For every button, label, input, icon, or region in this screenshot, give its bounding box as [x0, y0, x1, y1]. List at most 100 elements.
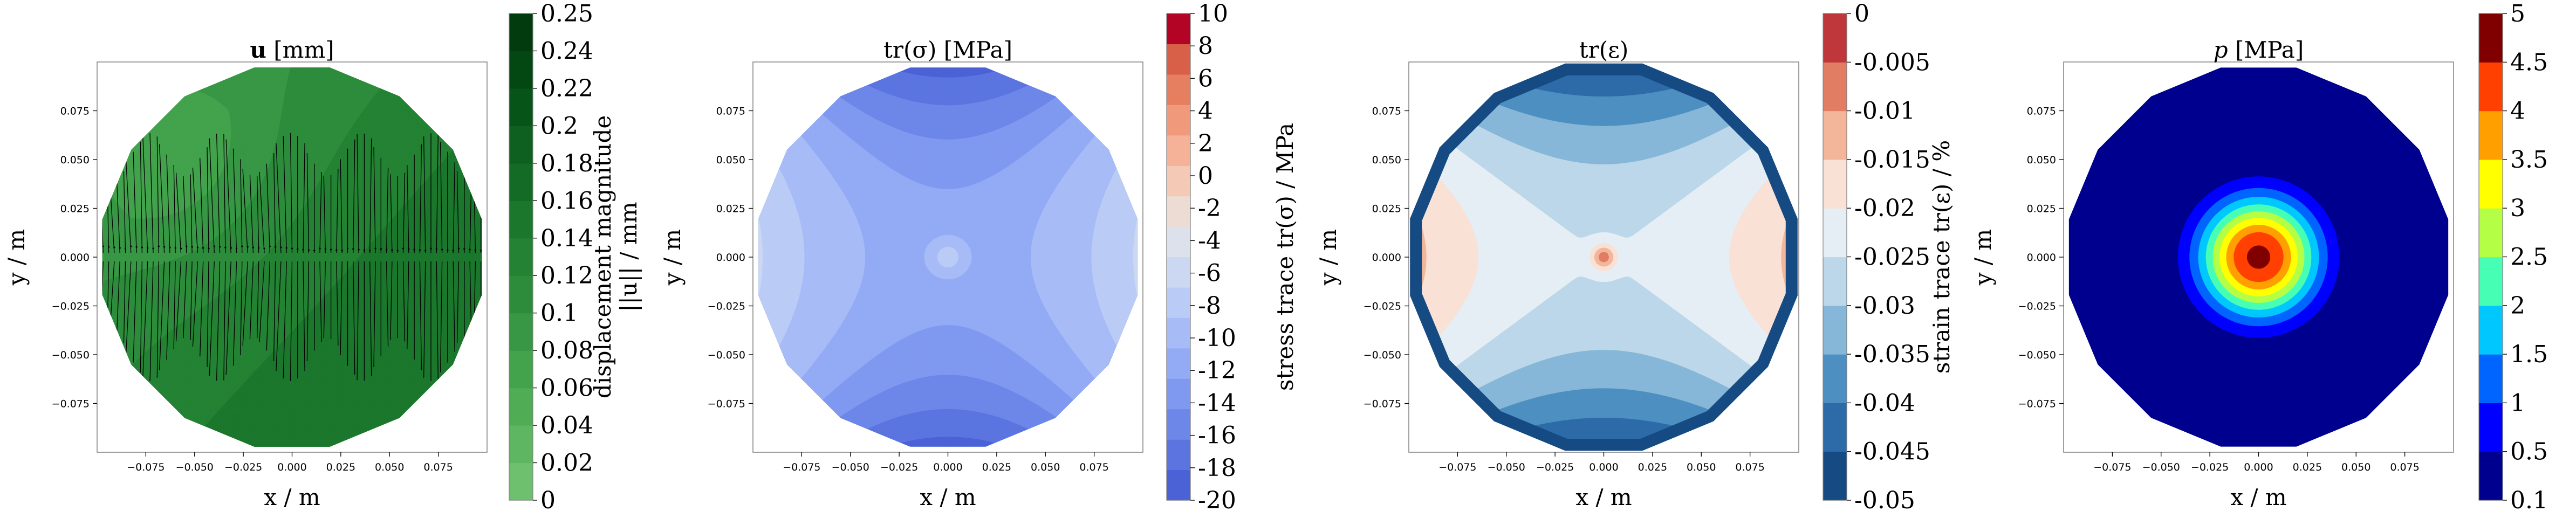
y-tick-label: −0.075 — [708, 398, 745, 410]
chart-title: u [mm] — [250, 37, 334, 63]
quiver-dot — [469, 248, 471, 250]
quiver-dot — [453, 250, 454, 251]
chart-title: tr(ε) — [1579, 37, 1629, 63]
y-tick-label: −0.050 — [1364, 349, 1401, 361]
quiver-dot — [169, 246, 170, 248]
quiver-dot — [447, 249, 448, 251]
quiver-dot — [269, 245, 271, 247]
colorbar-swatch — [509, 13, 533, 51]
colorbar-swatch — [509, 313, 533, 351]
quiver-dot — [430, 247, 431, 249]
quiver-dot — [335, 249, 337, 251]
y-tick-label: 0.050 — [716, 154, 745, 166]
colorbar-swatch — [2479, 208, 2503, 257]
quiver-dot — [163, 246, 165, 247]
x-axis-label: x / m — [920, 484, 976, 510]
quiver-dot — [347, 247, 348, 249]
quiver-dot — [224, 246, 226, 248]
colorbar-label: strain trace tr(ε) / % — [1928, 140, 1955, 374]
quiver-dot — [102, 245, 104, 247]
y-tick-label: 0.000 — [1372, 252, 1401, 264]
x-tick-label: 0.050 — [375, 461, 404, 473]
quiver-dot — [275, 246, 276, 247]
x-tick-label: −0.025 — [880, 461, 918, 473]
colorbar-swatch — [1167, 317, 1190, 348]
colorbar-tick-label: 6 — [1198, 65, 1213, 92]
x-tick-label: 0.000 — [277, 461, 306, 473]
x-axis-label: x / m — [264, 484, 320, 510]
quiver-dot — [208, 247, 209, 249]
chart-panel-2: −0.075 −0.050 −0.025 0.000 0.025 0.050 0.0750.… — [659, 0, 1298, 514]
quiver-dot — [130, 245, 132, 247]
quiver-dot — [325, 248, 326, 250]
y-tick-label: 0.075 — [2027, 106, 2056, 118]
y-tick-label: −0.075 — [2018, 398, 2056, 410]
y-tick-label: 0.050 — [1372, 154, 1401, 166]
colorbar-tick-label: 4 — [1198, 98, 1213, 125]
title-unit: [MPa] — [2228, 37, 2304, 63]
x-tick-label: 0.025 — [982, 461, 1011, 473]
colorbar-tick-label: 8 — [1198, 32, 1213, 60]
chart-panel-1: −0.075 −0.050 −0.025 0.000 0.025 0.050 0.0750.… — [3, 0, 642, 514]
colorbar-tick-label: 0.24 — [540, 37, 593, 65]
quiver-dot — [125, 247, 126, 249]
quiver-dot — [313, 250, 315, 251]
y-tick-label: 0.050 — [2027, 154, 2056, 166]
colorbar-swatch — [509, 350, 533, 388]
y-tick-label: 0.075 — [1372, 106, 1401, 118]
quiver-dot — [424, 250, 426, 251]
x-tick-label: 0.075 — [1735, 461, 1764, 473]
y-tick-label: 0.025 — [2027, 203, 2056, 215]
colorbar-swatch — [2479, 62, 2503, 111]
quiver-dot — [241, 245, 243, 247]
x-tick-label: 0.025 — [2293, 461, 2322, 473]
colorbar-swatch — [509, 163, 533, 201]
x-tick-label: 0.050 — [1687, 461, 1716, 473]
quiver-dot — [175, 247, 176, 248]
quiver-dot — [141, 246, 143, 248]
colorbar-swatch — [1823, 257, 1847, 306]
colorbar-swatch — [1167, 348, 1190, 379]
x-tick-label: −0.075 — [127, 461, 165, 473]
y-axis-label: y / m — [1970, 229, 1996, 286]
colorbar-tick-label: 0.22 — [540, 75, 593, 102]
x-tick-label: 0.075 — [423, 461, 453, 473]
x-tick-label: 0.025 — [1638, 461, 1667, 473]
chart-title: tr(σ) [MPa] — [883, 37, 1012, 63]
colorbar-tick-label: -8 — [1198, 292, 1221, 320]
y-tick-label: 0.000 — [60, 252, 90, 264]
colorbar-tick-label: -16 — [1198, 422, 1236, 450]
colorbar-tick-label: 10 — [1198, 0, 1228, 27]
title-symbol: u — [250, 37, 266, 63]
colorbar-tick-label: 0.14 — [540, 225, 593, 252]
colorbar-tick-label: 0.04 — [540, 412, 593, 439]
quiver-dot — [358, 248, 360, 250]
colorbar-tick-label: -14 — [1198, 389, 1236, 417]
x-axis-label: x / m — [2230, 484, 2286, 510]
chart-panel-4: −0.075 −0.050 −0.025 0.000 0.025 0.050 0.0750.… — [1970, 0, 2576, 514]
colorbar-tick-label: 0 — [1854, 0, 1869, 27]
colorbar-swatch — [1167, 165, 1190, 196]
chart-title: p [MPa] — [2214, 37, 2304, 63]
colorbar-tick-label: -6 — [1198, 260, 1221, 287]
title-symbol: p — [2214, 37, 2228, 63]
quiver-dot — [219, 246, 221, 247]
x-tick-label: −0.025 — [1536, 461, 1574, 473]
quiver-dot — [414, 248, 415, 250]
title-unit: [mm] — [266, 37, 334, 63]
quiver-dot — [280, 246, 282, 248]
colorbar-swatch — [2479, 13, 2503, 63]
colorbar-tick-label: 0.2 — [540, 112, 578, 140]
colorbar-swatch — [2479, 452, 2503, 501]
colorbar-swatch — [509, 88, 533, 126]
colorbar-tick-label: 2 — [1198, 130, 1213, 157]
colorbar-label: displacement magnitude — [590, 115, 616, 398]
x-tick-label: 0.000 — [1589, 461, 1618, 473]
quiver-dot — [108, 246, 109, 247]
quiver-dot — [319, 247, 320, 249]
colorbar-swatch — [1823, 208, 1847, 257]
y-tick-label: 0.025 — [716, 203, 745, 215]
y-tick-label: −0.050 — [708, 349, 745, 361]
quiver-dot — [258, 247, 259, 248]
